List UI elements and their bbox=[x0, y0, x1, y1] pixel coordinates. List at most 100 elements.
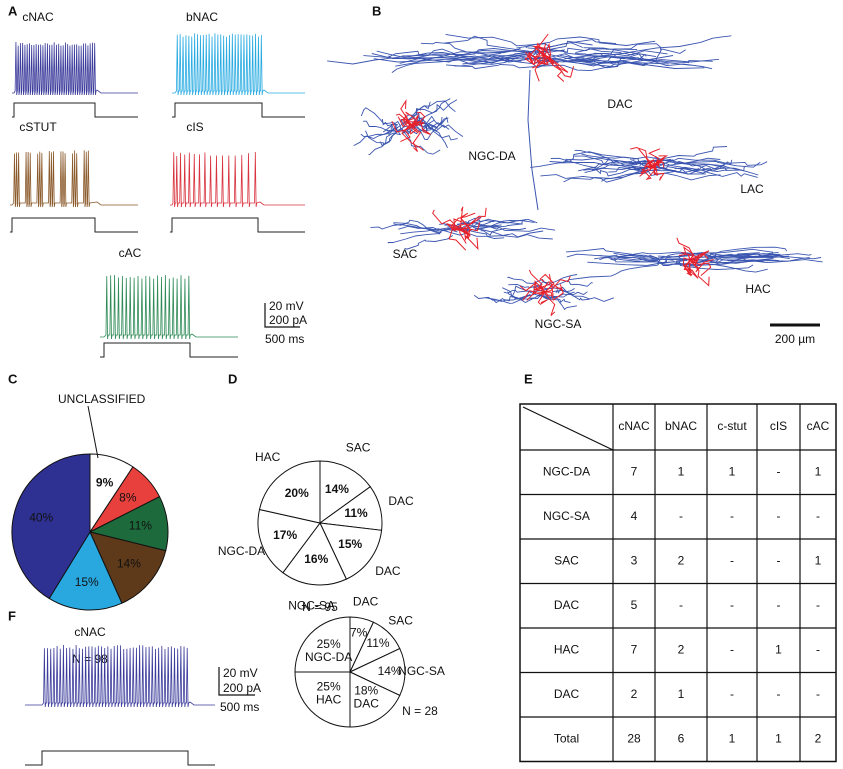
dendrite bbox=[401, 124, 424, 151]
axon bbox=[657, 253, 780, 259]
axon bbox=[507, 291, 546, 300]
slice-label: 14% bbox=[325, 482, 349, 496]
axon bbox=[572, 53, 647, 69]
slice-label: 9% bbox=[96, 476, 114, 490]
axon bbox=[538, 293, 571, 304]
dendrite bbox=[459, 207, 487, 231]
pie-slice bbox=[294, 671, 351, 728]
axon bbox=[412, 119, 464, 137]
table-cell: - bbox=[730, 598, 734, 612]
axon bbox=[474, 227, 544, 238]
trace-label: cSTUT bbox=[19, 120, 57, 134]
slice-label: 20% bbox=[285, 486, 309, 500]
pie-slice bbox=[48, 530, 123, 611]
table-cell: - bbox=[679, 598, 683, 612]
axon bbox=[412, 98, 451, 119]
axon bbox=[716, 256, 823, 264]
trace-label: cNAC bbox=[74, 625, 106, 639]
dendrite bbox=[400, 99, 411, 126]
table-border bbox=[519, 403, 837, 763]
axon bbox=[541, 294, 577, 310]
current-step bbox=[10, 217, 138, 233]
pie-slice bbox=[11, 453, 91, 600]
row-label: SAC bbox=[554, 553, 579, 567]
slice-label: 17% bbox=[273, 528, 297, 542]
dendrite bbox=[395, 113, 411, 126]
panel-letter: F bbox=[8, 608, 16, 623]
axon bbox=[714, 246, 788, 256]
voltage-trace bbox=[10, 150, 138, 208]
table-cell: 28 bbox=[627, 731, 641, 745]
row-label: NGC-SA bbox=[543, 509, 590, 523]
table-cell: - bbox=[679, 509, 683, 523]
axon bbox=[542, 291, 588, 299]
axon bbox=[582, 48, 686, 62]
trace-label: cIS bbox=[186, 120, 203, 134]
current-step bbox=[100, 342, 238, 358]
axon bbox=[529, 51, 657, 63]
axon bbox=[462, 53, 585, 65]
axon bbox=[548, 58, 669, 65]
axon bbox=[400, 228, 471, 236]
scale-label: 500 ms bbox=[220, 700, 259, 714]
panel-letter: E bbox=[524, 371, 533, 386]
category-label: HAC bbox=[255, 450, 281, 464]
current-step bbox=[172, 102, 305, 118]
slice-label: 16% bbox=[304, 552, 328, 566]
axon bbox=[680, 160, 761, 168]
axon bbox=[559, 50, 668, 61]
column-header: bNAC bbox=[665, 419, 697, 433]
table-cell: - bbox=[777, 553, 781, 567]
dendrite bbox=[409, 124, 422, 152]
table-cell: - bbox=[777, 464, 781, 478]
axon bbox=[395, 55, 510, 67]
axon bbox=[401, 129, 441, 155]
dendrite bbox=[682, 257, 693, 276]
axon bbox=[554, 279, 593, 287]
scale-bar bbox=[264, 303, 300, 328]
pie-slice bbox=[349, 671, 401, 728]
category-label: DAC bbox=[353, 594, 379, 608]
row-label: DAC bbox=[554, 598, 580, 612]
dendrite bbox=[448, 228, 467, 251]
category-label: DAC bbox=[354, 697, 380, 711]
voltage-trace bbox=[170, 152, 305, 208]
table-cell: 5 bbox=[631, 598, 638, 612]
dendrite bbox=[522, 290, 546, 301]
morphology-label: NGC-SA bbox=[535, 317, 582, 331]
trace-label: cAC bbox=[119, 246, 142, 260]
dendrite bbox=[676, 237, 694, 261]
table-cell: - bbox=[816, 642, 820, 656]
axon bbox=[525, 36, 656, 49]
dendrite bbox=[647, 159, 656, 166]
dendrite bbox=[532, 52, 546, 66]
category-label: NGC-DA bbox=[305, 650, 352, 664]
slice-label: 11% bbox=[344, 506, 368, 520]
dendrite bbox=[544, 274, 554, 296]
table-cell: 6 bbox=[678, 731, 685, 745]
category-label: DAC bbox=[375, 564, 401, 578]
scale-label: 20 mV bbox=[269, 299, 304, 313]
axon bbox=[368, 132, 401, 156]
column-header: cAC bbox=[807, 419, 830, 433]
axon bbox=[454, 61, 559, 70]
slice-label: 8% bbox=[119, 490, 137, 504]
scale-label: 20 mV bbox=[223, 666, 258, 680]
dendrite bbox=[459, 206, 464, 231]
slice-label: 40% bbox=[29, 510, 53, 524]
panel-letter: B bbox=[372, 3, 381, 18]
table-cell: - bbox=[816, 598, 820, 612]
pie-annotation: N = 98 bbox=[72, 652, 108, 666]
slice-label: 14% bbox=[378, 664, 402, 678]
axon bbox=[574, 48, 638, 56]
axon bbox=[376, 50, 539, 60]
axon bbox=[407, 123, 437, 136]
dendrite bbox=[459, 212, 471, 231]
table-cell: 7 bbox=[631, 464, 638, 478]
axon bbox=[381, 119, 402, 132]
slice-label: 7% bbox=[350, 626, 368, 640]
axon bbox=[712, 257, 810, 264]
category-label: DAC bbox=[388, 494, 414, 508]
panel-letter: C bbox=[8, 371, 18, 386]
dendrite bbox=[456, 217, 482, 231]
